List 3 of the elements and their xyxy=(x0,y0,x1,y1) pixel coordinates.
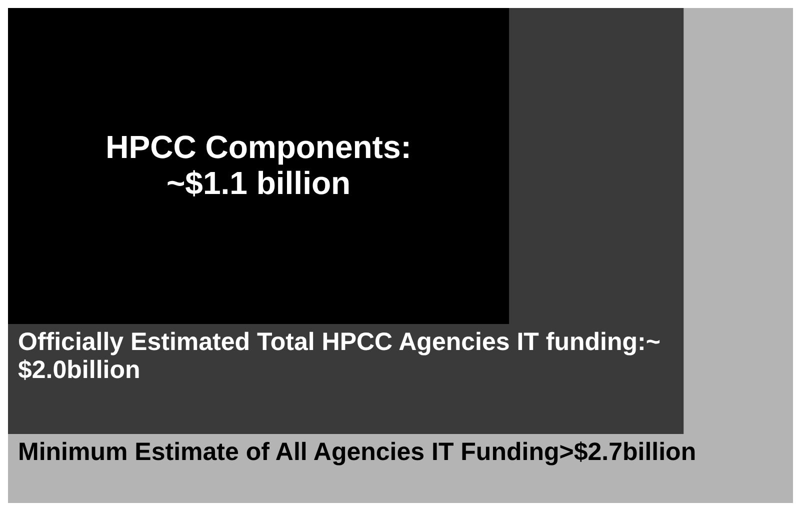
data-label: $2.7billion xyxy=(574,438,696,466)
data-label: $1.1 billion xyxy=(185,164,351,201)
data-label: $2.0billion xyxy=(18,356,140,384)
